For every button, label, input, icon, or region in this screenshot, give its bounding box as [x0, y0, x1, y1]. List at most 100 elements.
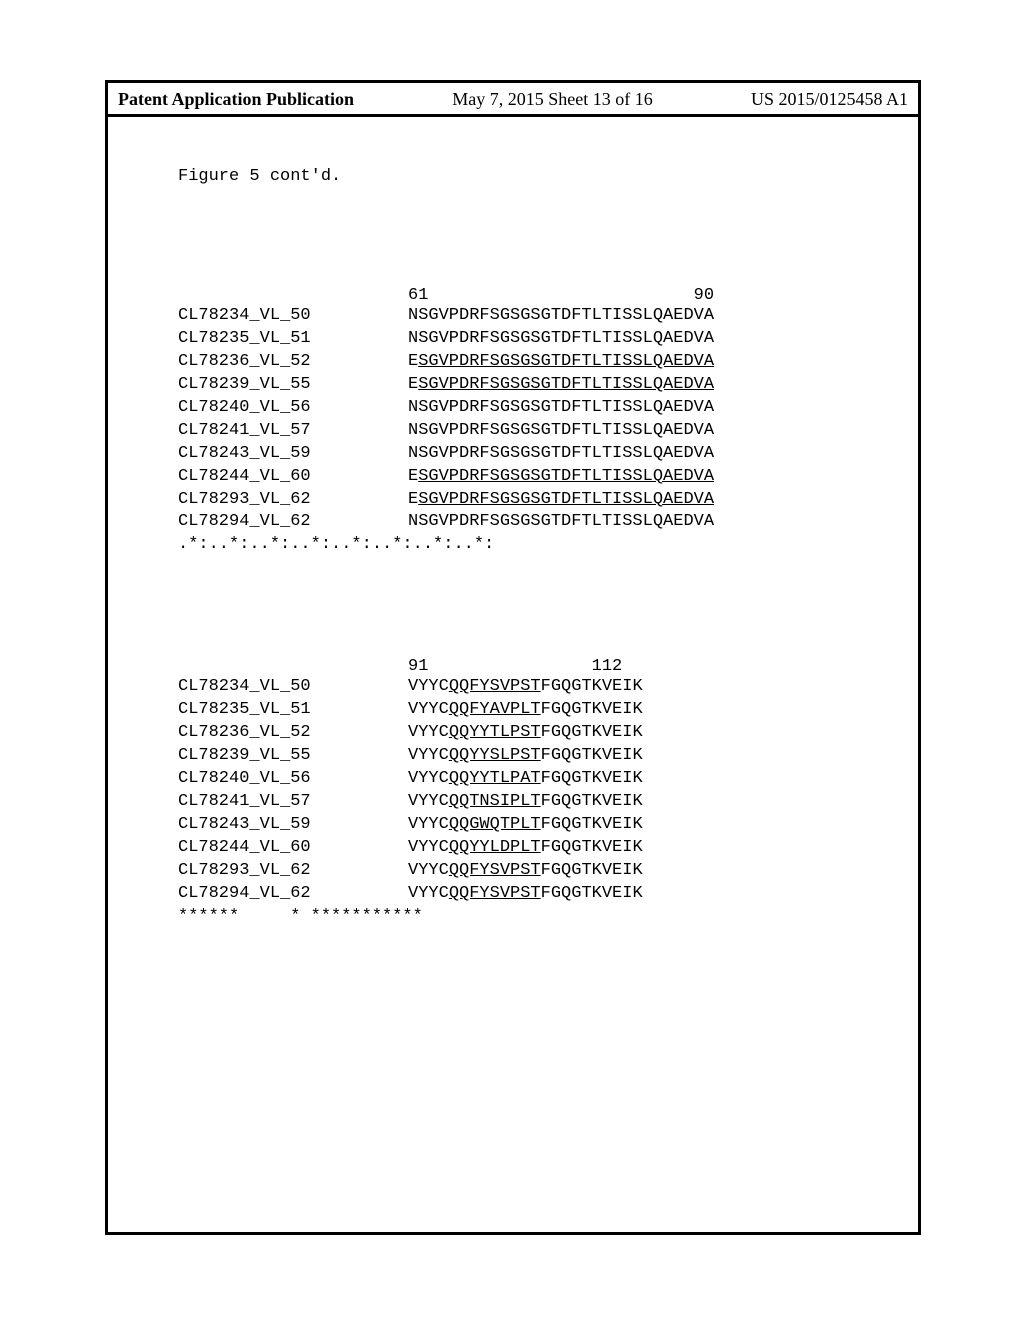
page-header: Patent Application Publication May 7, 20…	[108, 83, 918, 117]
sequence-label: CL78236_VL_52	[178, 351, 408, 374]
sequence-text: VYYCQQYYLDPLTFGQGTKVEIK	[408, 837, 643, 860]
ruler-end: 112	[592, 657, 623, 676]
sequence-label: CL78294_VL_62	[178, 511, 408, 534]
sequence-label: CL78235_VL_51	[178, 328, 408, 351]
consensus-text: .*:..*:..*:..*:..*:..*:..*:..*:	[178, 534, 494, 557]
sequence-row: CL78293_VL_62ESGVPDRFSGSGSGTDFTLTISSLQAE…	[178, 489, 848, 512]
seq-post: FGQGTKVEIK	[541, 769, 643, 788]
sequence-row: CL78236_VL_52ESGVPDRFSGSGSGTDFTLTISSLQAE…	[178, 351, 848, 374]
sequence-text: VYYCQQYYTLPATFGQGTKVEIK	[408, 768, 643, 791]
seq-underlined: QQFYSVPST	[449, 861, 541, 880]
seq-post: FGQGTKVEIK	[541, 838, 643, 857]
seq-underlined: QQFYAVPLT	[449, 700, 541, 719]
header-left: Patent Application Publication	[118, 89, 354, 110]
ruler-spacer	[178, 286, 408, 305]
sequence-label: CL78234_VL_50	[178, 305, 408, 328]
seq-pre: E	[408, 375, 418, 394]
sequence-row: CL78235_VL_51NSGVPDRFSGSGSGTDFTLTISSLQAE…	[178, 328, 848, 351]
seq-post: FGQGTKVEIK	[541, 884, 643, 903]
sequence-text: VYYCQQYYSLPSTFGQGTKVEIK	[408, 745, 643, 768]
sequence-text: VYYCQQFYSVPSTFGQGTKVEIK	[408, 883, 643, 906]
sequence-text: NSGVPDRFSGSGSGTDFTLTISSLQAEDVA	[408, 397, 714, 420]
sequence-text: VYYCQQFYSVPSTFGQGTKVEIK	[408, 676, 643, 699]
sequence-text: ESGVPDRFSGSGSGTDFTLTISSLQAEDVA	[408, 489, 714, 512]
sequence-row: CL78235_VL_51VYYCQQFYAVPLTFGQGTKVEIK	[178, 699, 848, 722]
sequence-text: VYYCQQTNSIPLTFGQGTKVEIK	[408, 791, 643, 814]
seq-underlined: QQGWQTPLT	[449, 815, 541, 834]
sequence-row: CL78236_VL_52VYYCQQYYTLPSTFGQGTKVEIK	[178, 722, 848, 745]
seq-post: FGQGTKVEIK	[541, 861, 643, 880]
sequence-label: CL78294_VL_62	[178, 883, 408, 906]
sequence-row: CL78243_VL_59NSGVPDRFSGSGSGTDFTLTISSLQAE…	[178, 443, 848, 466]
seq-pre: VYYC	[408, 677, 449, 696]
sequence-label: CL78239_VL_55	[178, 374, 408, 397]
sequence-label: CL78240_VL_56	[178, 768, 408, 791]
sequence-label: CL78241_VL_57	[178, 791, 408, 814]
sequence-label: CL78240_VL_56	[178, 397, 408, 420]
seq-post: FGQGTKVEIK	[541, 815, 643, 834]
sequence-label: CL78244_VL_60	[178, 837, 408, 860]
seq-pre: VYYC	[408, 861, 449, 880]
sequence-row: CL78234_VL_50NSGVPDRFSGSGSGTDFTLTISSLQAE…	[178, 305, 848, 328]
consensus-row: .*:..*:..*:..*:..*:..*:..*:..*:	[178, 534, 848, 557]
seq-underlined: QQYYSLPST	[449, 746, 541, 765]
sequence-text: NSGVPDRFSGSGSGTDFTLTISSLQAEDVA	[408, 443, 714, 466]
sequence-row: CL78244_VL_60ESGVPDRFSGSGSGTDFTLTISSLQAE…	[178, 466, 848, 489]
seq-post: FGQGTKVEIK	[541, 677, 643, 696]
seq-underlined: QQFYSVPST	[449, 677, 541, 696]
ruler-end: 90	[694, 286, 714, 305]
ruler-text: 61 90	[408, 286, 714, 305]
sequence-text: NSGVPDRFSGSGSGTDFTLTISSLQAEDVA	[408, 511, 714, 534]
sequence-row: CL78234_VL_50VYYCQQFYSVPSTFGQGTKVEIK	[178, 676, 848, 699]
ruler-row: 61 90	[178, 286, 848, 305]
sequence-text: ESGVPDRFSGSGSGTDFTLTISSLQAEDVA	[408, 351, 714, 374]
sequence-text: NSGVPDRFSGSGSGTDFTLTISSLQAEDVA	[408, 420, 714, 443]
content-area: Figure 5 cont'd. 61 90 CL78234_VL_50NSGV…	[108, 117, 918, 929]
sequence-text: NSGVPDRFSGSGSGTDFTLTISSLQAEDVA	[408, 305, 714, 328]
seq-underlined: SGVPDRFSGSGSGTDFTLTISSLQAEDVA	[418, 467, 714, 486]
seq-pre: VYYC	[408, 792, 449, 811]
sequence-row: CL78241_VL_57VYYCQQTNSIPLTFGQGTKVEIK	[178, 791, 848, 814]
seq-underlined: QQTNSIPLT	[449, 792, 541, 811]
seq-post: FGQGTKVEIK	[541, 792, 643, 811]
sequence-label: CL78236_VL_52	[178, 722, 408, 745]
seq-pre: VYYC	[408, 746, 449, 765]
sequence-row: CL78244_VL_60VYYCQQYYLDPLTFGQGTKVEIK	[178, 837, 848, 860]
seq-pre: VYYC	[408, 815, 449, 834]
sequence-row: CL78239_VL_55VYYCQQYYSLPSTFGQGTKVEIK	[178, 745, 848, 768]
sequence-row: CL78294_VL_62NSGVPDRFSGSGSGTDFTLTISSLQAE…	[178, 511, 848, 534]
sequence-label: CL78293_VL_62	[178, 860, 408, 883]
sequence-label: CL78244_VL_60	[178, 466, 408, 489]
header-mid: May 7, 2015 Sheet 13 of 16	[452, 89, 652, 110]
seq-post: FGQGTKVEIK	[541, 723, 643, 742]
seq-underlined: QQFYSVPST	[449, 884, 541, 903]
seq-pre: VYYC	[408, 884, 449, 903]
sequence-text: VYYCQQFYAVPLTFGQGTKVEIK	[408, 699, 643, 722]
ruler-start: 61	[408, 286, 428, 305]
header-right: US 2015/0125458 A1	[751, 89, 908, 110]
seq-pre: E	[408, 490, 418, 509]
ruler-start: 91	[408, 657, 428, 676]
sequence-label: CL78293_VL_62	[178, 489, 408, 512]
sequence-row: CL78294_VL_62VYYCQQFYSVPSTFGQGTKVEIK	[178, 883, 848, 906]
seq-underlined: QQYYTLPAT	[449, 769, 541, 788]
seq-post: FGQGTKVEIK	[541, 746, 643, 765]
seq-pre: E	[408, 352, 418, 371]
sequence-text: VYYCQQFYSVPSTFGQGTKVEIK	[408, 860, 643, 883]
sequence-text: VYYCQQYYTLPSTFGQGTKVEIK	[408, 722, 643, 745]
sequence-text: ESGVPDRFSGSGSGTDFTLTISSLQAEDVA	[408, 466, 714, 489]
sequence-row: CL78240_VL_56NSGVPDRFSGSGSGTDFTLTISSLQAE…	[178, 397, 848, 420]
page-frame: Patent Application Publication May 7, 20…	[105, 80, 921, 1235]
sequence-label: CL78234_VL_50	[178, 676, 408, 699]
seq-pre: VYYC	[408, 700, 449, 719]
sequence-label: CL78235_VL_51	[178, 699, 408, 722]
seq-underlined: QQYYTLPST	[449, 723, 541, 742]
sequence-text: ESGVPDRFSGSGSGTDFTLTISSLQAEDVA	[408, 374, 714, 397]
sequence-row: CL78293_VL_62VYYCQQFYSVPSTFGQGTKVEIK	[178, 860, 848, 883]
seq-post: FGQGTKVEIK	[541, 700, 643, 719]
sequence-text: NSGVPDRFSGSGSGTDFTLTISSLQAEDVA	[408, 328, 714, 351]
sequence-row: CL78243_VL_59VYYCQQGWQTPLTFGQGTKVEIK	[178, 814, 848, 837]
seq-pre: VYYC	[408, 838, 449, 857]
consensus-text: ****** * ***********	[178, 906, 423, 929]
seq-underlined: QQYYLDPLT	[449, 838, 541, 857]
